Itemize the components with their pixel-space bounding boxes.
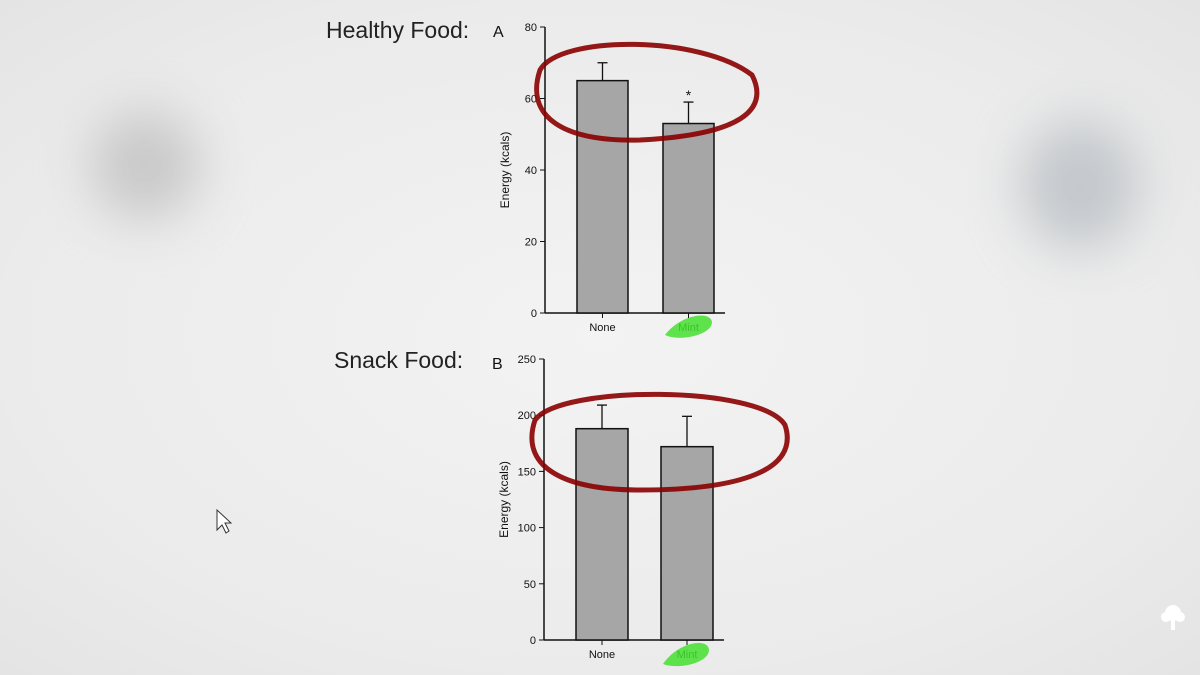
bar-mint [660, 445, 714, 641]
background-blur [1020, 120, 1140, 250]
x-tick-label: None [589, 322, 615, 334]
y-tick-label: 60 [525, 94, 537, 106]
x-tick-label: None [589, 649, 615, 661]
y-tick-label: 80 [525, 22, 537, 34]
background-blur [90, 110, 200, 220]
y-tick-label: 20 [525, 237, 537, 249]
annotation-circle-a [534, 41, 760, 143]
healthy-food-label: Healthy Food: [326, 17, 470, 43]
y-tick-label: 250 [518, 354, 536, 366]
panel-label: A [493, 24, 504, 41]
significance-marker: * [686, 87, 692, 103]
mouse-pointer-icon [216, 508, 233, 534]
y-tick-label: 0 [531, 308, 537, 320]
highlight-mint-b [663, 642, 709, 667]
bar-none [576, 79, 629, 314]
y-tick-label: 0 [530, 635, 536, 647]
y-axis-label: Energy (kcals) [498, 132, 512, 209]
snack-food-label: Snack Food: [334, 347, 464, 373]
bar-mint [662, 122, 715, 314]
annotation-circle-b [529, 391, 790, 493]
y-axis-label: Energy (kcals) [497, 461, 511, 538]
y-tick-label: 40 [525, 165, 537, 177]
y-tick-label: 50 [524, 579, 536, 591]
tree-icon [1161, 605, 1185, 630]
y-tick-label: 150 [518, 466, 536, 478]
y-tick-label: 100 [518, 523, 536, 535]
y-tick-label: 200 [518, 410, 536, 422]
highlight-mint-a [665, 315, 712, 338]
bar-none [575, 427, 629, 641]
panel-label: B [492, 356, 503, 373]
